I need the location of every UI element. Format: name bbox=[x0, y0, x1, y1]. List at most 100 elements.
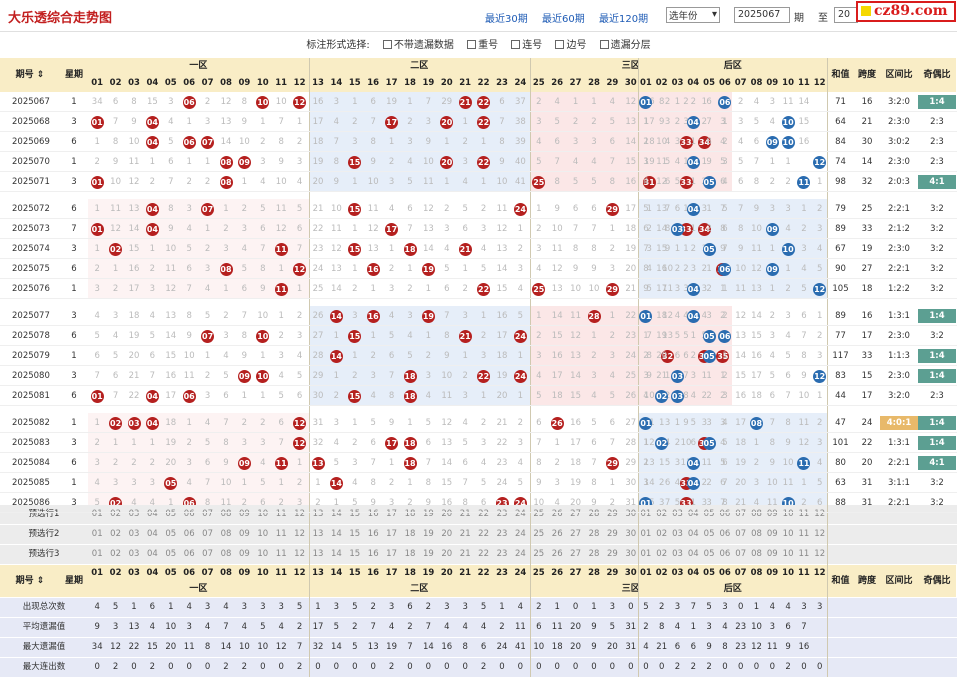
front-ball[interactable]: 15 bbox=[348, 389, 362, 403]
front-ball[interactable]: 10 bbox=[256, 95, 270, 109]
front-ball[interactable]: 29 bbox=[605, 202, 619, 216]
pick-number[interactable]: 12 bbox=[290, 505, 309, 524]
back-ball[interactable]: 12 bbox=[813, 282, 827, 296]
pick-number[interactable]: 06 bbox=[180, 545, 199, 564]
pick-number[interactable]: 12 bbox=[811, 505, 828, 524]
pick-number[interactable]: 09 bbox=[235, 545, 254, 564]
pick-number[interactable]: 08 bbox=[748, 525, 765, 544]
pick-number[interactable]: 03 bbox=[669, 545, 686, 564]
front-ball[interactable]: 28 bbox=[587, 309, 601, 323]
front-ball[interactable]: 16 bbox=[366, 309, 380, 323]
front-ball[interactable]: 14 bbox=[329, 309, 343, 323]
pick-number[interactable]: 14 bbox=[327, 545, 346, 564]
pick-number[interactable]: 20 bbox=[437, 545, 456, 564]
front-ball[interactable]: 14 bbox=[329, 476, 343, 490]
front-ball[interactable]: 01 bbox=[90, 115, 104, 129]
pick-number[interactable]: 12 bbox=[811, 545, 828, 564]
pick-number[interactable]: 26 bbox=[548, 505, 567, 524]
pick-number[interactable]: 17 bbox=[382, 545, 401, 564]
pick-number[interactable]: 21 bbox=[456, 545, 475, 564]
pick-number[interactable]: 22 bbox=[474, 525, 493, 544]
pick-number[interactable]: 15 bbox=[345, 505, 364, 524]
pick-number[interactable]: 26 bbox=[548, 525, 567, 544]
front-ball[interactable]: 29 bbox=[605, 282, 619, 296]
pick-number[interactable]: 05 bbox=[701, 525, 717, 544]
front-ball[interactable]: 19 bbox=[421, 309, 435, 323]
front-ball[interactable]: 04 bbox=[145, 389, 159, 403]
pick-number[interactable]: 08 bbox=[748, 505, 765, 524]
front-ball[interactable]: 24 bbox=[513, 369, 527, 383]
front-ball[interactable]: 24 bbox=[513, 202, 527, 216]
pick-number[interactable]: 30 bbox=[621, 525, 640, 544]
pick-number[interactable]: 18 bbox=[400, 525, 420, 544]
back-ball[interactable]: 05 bbox=[702, 175, 716, 189]
pick-number[interactable]: 24 bbox=[511, 505, 530, 524]
pick-number[interactable]: 10 bbox=[253, 545, 272, 564]
front-ball[interactable]: 04 bbox=[145, 135, 159, 149]
front-ball[interactable]: 12 bbox=[293, 262, 307, 276]
pick-number[interactable]: 16 bbox=[364, 545, 383, 564]
pick-number[interactable]: 07 bbox=[732, 525, 749, 544]
pick-number[interactable]: 05 bbox=[161, 545, 180, 564]
front-ball[interactable]: 35 bbox=[716, 349, 730, 363]
front-ball[interactable]: 07 bbox=[201, 202, 215, 216]
pick-number[interactable]: 08 bbox=[216, 545, 236, 564]
pick-number[interactable]: 04 bbox=[143, 505, 162, 524]
back-ball[interactable]: 12 bbox=[813, 369, 827, 383]
pick-number[interactable]: 19 bbox=[419, 505, 438, 524]
pick-number[interactable]: 11 bbox=[796, 545, 812, 564]
pick-number[interactable]: 29 bbox=[603, 545, 622, 564]
front-ball[interactable]: 33 bbox=[679, 135, 693, 149]
front-ball[interactable]: 18 bbox=[403, 242, 417, 256]
pick-number[interactable]: 07 bbox=[198, 505, 217, 524]
front-ball[interactable]: 21 bbox=[458, 242, 472, 256]
front-ball[interactable]: 21 bbox=[458, 329, 472, 343]
pick-number[interactable]: 08 bbox=[748, 545, 765, 564]
pick-number[interactable]: 09 bbox=[764, 505, 781, 524]
pick-number[interactable]: 10 bbox=[253, 505, 272, 524]
option-miss-layer[interactable]: 遗漏分层 bbox=[599, 36, 651, 51]
back-ball[interactable]: 01 bbox=[639, 416, 653, 430]
front-ball[interactable]: 18 bbox=[403, 456, 417, 470]
pick-number[interactable]: 24 bbox=[511, 525, 530, 544]
back-ball[interactable]: 06 bbox=[718, 95, 732, 109]
pick-number[interactable]: 10 bbox=[780, 545, 796, 564]
pick-number[interactable]: 11 bbox=[796, 525, 812, 544]
nav-recent-120[interactable]: 最近120期 bbox=[599, 14, 649, 25]
front-ball[interactable]: 22 bbox=[477, 115, 491, 129]
front-ball[interactable]: 07 bbox=[201, 135, 215, 149]
pick-number[interactable]: 11 bbox=[272, 545, 291, 564]
pick-number[interactable]: 22 bbox=[474, 545, 493, 564]
pick-number[interactable]: 06 bbox=[717, 505, 733, 524]
front-ball[interactable]: 04 bbox=[145, 416, 159, 430]
pick-number[interactable]: 01 bbox=[638, 525, 654, 544]
front-ball[interactable]: 15 bbox=[348, 202, 362, 216]
front-ball[interactable]: 29 bbox=[605, 456, 619, 470]
front-ball[interactable]: 11 bbox=[274, 242, 288, 256]
back-ball[interactable]: 12 bbox=[813, 155, 827, 169]
front-ball[interactable]: 15 bbox=[348, 329, 362, 343]
front-ball[interactable]: 10 bbox=[256, 329, 270, 343]
pick-number[interactable]: 11 bbox=[796, 505, 812, 524]
front-ball[interactable]: 22 bbox=[477, 95, 491, 109]
front-ball[interactable]: 09 bbox=[237, 369, 251, 383]
issue-header[interactable]: 期号 ⇕ bbox=[0, 58, 60, 92]
pick-number[interactable]: 04 bbox=[143, 545, 162, 564]
front-ball[interactable]: 04 bbox=[145, 202, 159, 216]
pick-number[interactable]: 03 bbox=[124, 505, 144, 524]
front-ball[interactable]: 11 bbox=[274, 456, 288, 470]
back-ball[interactable]: 06 bbox=[718, 262, 732, 276]
pick-number[interactable]: 30 bbox=[621, 545, 640, 564]
front-ball[interactable]: 18 bbox=[403, 389, 417, 403]
pick-number[interactable]: 05 bbox=[161, 525, 180, 544]
year-select[interactable]: 选年份 bbox=[666, 7, 720, 23]
front-ball[interactable]: 25 bbox=[532, 282, 546, 296]
back-ball[interactable]: 08 bbox=[750, 416, 763, 430]
pick-number[interactable]: 02 bbox=[106, 525, 125, 544]
option-no-miss[interactable]: 不带遗漏数据 bbox=[382, 36, 454, 51]
pick-number[interactable]: 26 bbox=[548, 545, 567, 564]
back-ball[interactable]: 02 bbox=[655, 436, 669, 450]
front-ball[interactable]: 04 bbox=[145, 115, 159, 129]
pick-number[interactable]: 21 bbox=[456, 505, 475, 524]
back-ball[interactable]: 01 bbox=[639, 95, 653, 109]
